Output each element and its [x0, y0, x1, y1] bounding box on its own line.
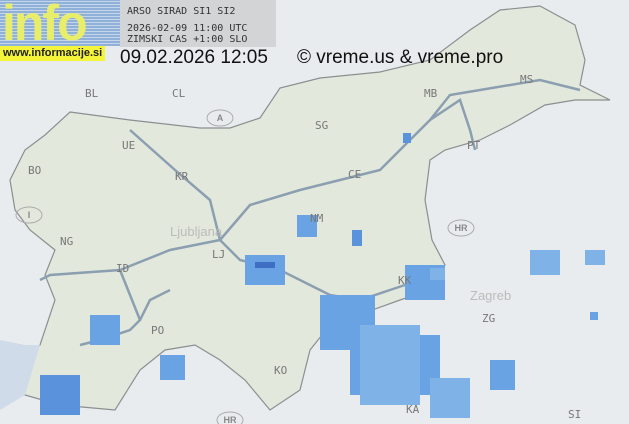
- city-code: PT: [467, 139, 481, 152]
- city-code: SG: [315, 119, 328, 132]
- city-code: PO: [151, 324, 164, 337]
- logo-text: info: [2, 0, 88, 51]
- radar-local-time: ZIMSKI CAS +1:00 SLO: [127, 34, 248, 45]
- info-logo: info: [0, 0, 120, 51]
- city-code: UE: [122, 139, 135, 152]
- city-code: SI: [568, 408, 581, 421]
- copyright: © vreme.us & vreme.pro: [297, 47, 504, 68]
- country-label: A: [217, 113, 224, 123]
- city-code: KK: [398, 274, 412, 287]
- city-labels: BL CL UE BO KR LJ ID NG PO KO CE SG MB M…: [28, 73, 581, 421]
- city-name: Zagreb: [470, 288, 511, 303]
- timestamp: 09.02.2026 12:05: [120, 47, 268, 68]
- radar-info-box: ARSO SIRAD SI1 SI2 2026-02-09 11:00 UTC …: [120, 0, 276, 47]
- country-label: HR: [455, 223, 468, 233]
- country-labels: A I HR HR: [15, 109, 475, 424]
- radar-source: ARSO SIRAD SI1 SI2: [127, 6, 236, 17]
- city-code: MS: [520, 73, 533, 86]
- city-code: KO: [274, 364, 287, 377]
- city-code: KA: [406, 403, 420, 416]
- city-code: KR: [175, 170, 189, 183]
- city-code: ZG: [482, 312, 495, 325]
- city-code: CL: [172, 87, 186, 100]
- city-code: ID: [116, 262, 129, 275]
- radar-echoes: [40, 133, 605, 418]
- city-name: Ljubljana: [170, 224, 223, 239]
- logo-url[interactable]: www.informacije.si: [0, 46, 106, 61]
- city-code: BO: [28, 164, 41, 177]
- country-label: I: [28, 210, 31, 220]
- city-code: CE: [348, 168, 361, 181]
- city-code: LJ: [212, 248, 225, 261]
- radar-utc-time: 2026-02-09 11:00 UTC: [127, 23, 248, 34]
- country-label: HR: [224, 415, 237, 424]
- sea: [0, 340, 40, 410]
- city-code: NM: [310, 212, 324, 225]
- city-code: NG: [60, 235, 73, 248]
- city-code: MB: [424, 87, 438, 100]
- city-code: BL: [85, 87, 99, 100]
